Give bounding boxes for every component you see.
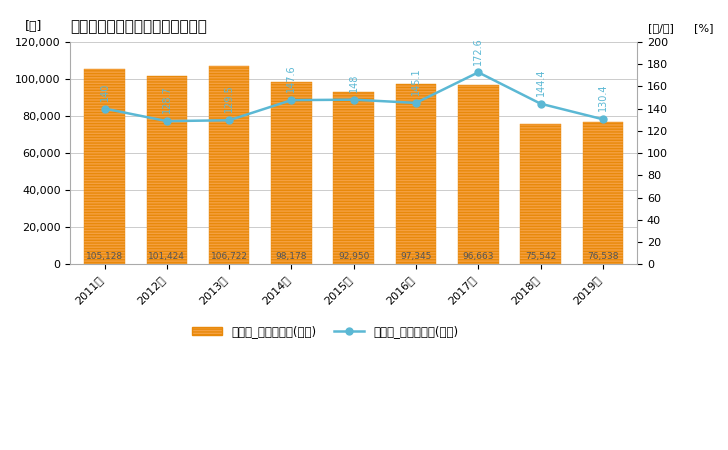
Bar	[333, 92, 374, 264]
Bar	[582, 122, 623, 264]
Text: 145.1: 145.1	[411, 68, 421, 95]
Bar	[396, 84, 436, 264]
Legend: 住宅用_床面積合計(左軸), 住宅用_平均床面積(右軸): 住宅用_床面積合計(左軸), 住宅用_平均床面積(右軸)	[188, 320, 463, 343]
Text: 76,538: 76,538	[587, 252, 619, 261]
Text: [㎡/棟]: [㎡/棟]	[649, 23, 674, 33]
Text: 147.6: 147.6	[286, 65, 296, 92]
Text: 92,950: 92,950	[338, 252, 369, 261]
Text: 101,424: 101,424	[149, 252, 186, 261]
Bar	[272, 82, 312, 264]
Text: [%]: [%]	[694, 23, 713, 33]
Text: 住宅用建築物の床面積合計の推移: 住宅用建築物の床面積合計の推移	[71, 19, 207, 34]
Bar	[146, 76, 187, 264]
Text: 106,722: 106,722	[210, 252, 248, 261]
Text: 75,542: 75,542	[525, 252, 556, 261]
Text: 105,128: 105,128	[86, 252, 123, 261]
Text: 172.6: 172.6	[473, 37, 483, 64]
Text: 130.4: 130.4	[598, 84, 608, 112]
Bar	[84, 69, 124, 264]
Text: 148: 148	[349, 73, 359, 92]
Text: 96,663: 96,663	[462, 252, 494, 261]
Bar	[521, 124, 561, 264]
Text: 128.7: 128.7	[162, 86, 172, 113]
Bar	[209, 67, 250, 264]
Text: [㎡]: [㎡]	[25, 20, 42, 33]
Text: 140: 140	[100, 82, 110, 101]
Text: 144.4: 144.4	[536, 68, 545, 96]
Text: 98,178: 98,178	[276, 252, 307, 261]
Bar	[458, 85, 499, 264]
Text: 129.5: 129.5	[224, 85, 234, 112]
Text: 97,345: 97,345	[400, 252, 432, 261]
